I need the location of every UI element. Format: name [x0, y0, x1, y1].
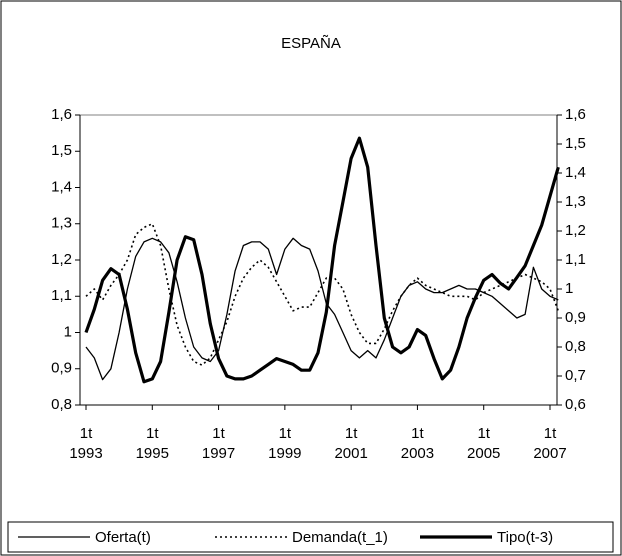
- y2-tick-label: 1,4: [565, 164, 586, 181]
- y2-tick-label: 0,7: [565, 367, 586, 384]
- legend-label: Oferta(t): [95, 529, 151, 546]
- series-line: [84, 136, 560, 384]
- x-tick-label: 1t 2007: [533, 425, 567, 462]
- x-tick-label: 1t 1997: [201, 425, 236, 462]
- y-tick-label: 1,4: [51, 178, 72, 195]
- x-tick-label: 1t 2005: [467, 425, 501, 462]
- x-tick-label: 1t 2003: [400, 425, 435, 462]
- legend-label: Demanda(t_1): [292, 529, 388, 546]
- y2-tick-label: 1,1: [565, 251, 586, 268]
- y2-tick-label: 1,6: [565, 106, 586, 123]
- y2-tick-label: 1,3: [565, 193, 586, 210]
- y-tick-label: 1: [64, 323, 72, 340]
- x-tick-label: 1t 2001: [334, 425, 368, 462]
- y-tick-label: 1,3: [51, 215, 72, 232]
- y-tick-label: 0,8: [51, 396, 72, 413]
- y2-tick-label: 1: [565, 280, 573, 297]
- x-tick-label: 1t 1999: [268, 425, 302, 462]
- y2-tick-label: 1,2: [565, 222, 586, 239]
- legend-label: Tipo(t-3): [497, 529, 553, 546]
- legend-box: [7, 521, 614, 553]
- y-tick-label: 1,6: [51, 106, 72, 123]
- y2-tick-label: 1,5: [565, 135, 586, 152]
- y2-tick-label: 0,9: [565, 309, 586, 326]
- x-tick-label: 1t 1993: [69, 425, 103, 462]
- x-tick-label: 1t 1995: [135, 425, 169, 462]
- series-line: [85, 237, 559, 381]
- chart-title: ESPAÑA: [281, 35, 341, 52]
- y2-tick-label: 0,6: [565, 396, 586, 413]
- y-tick-label: 1,2: [51, 251, 72, 268]
- y-tick-label: 1,5: [51, 142, 72, 159]
- y-tick-label: 1,1: [51, 287, 72, 304]
- y2-tick-label: 0,8: [565, 338, 586, 355]
- y-tick-label: 0,9: [51, 360, 72, 377]
